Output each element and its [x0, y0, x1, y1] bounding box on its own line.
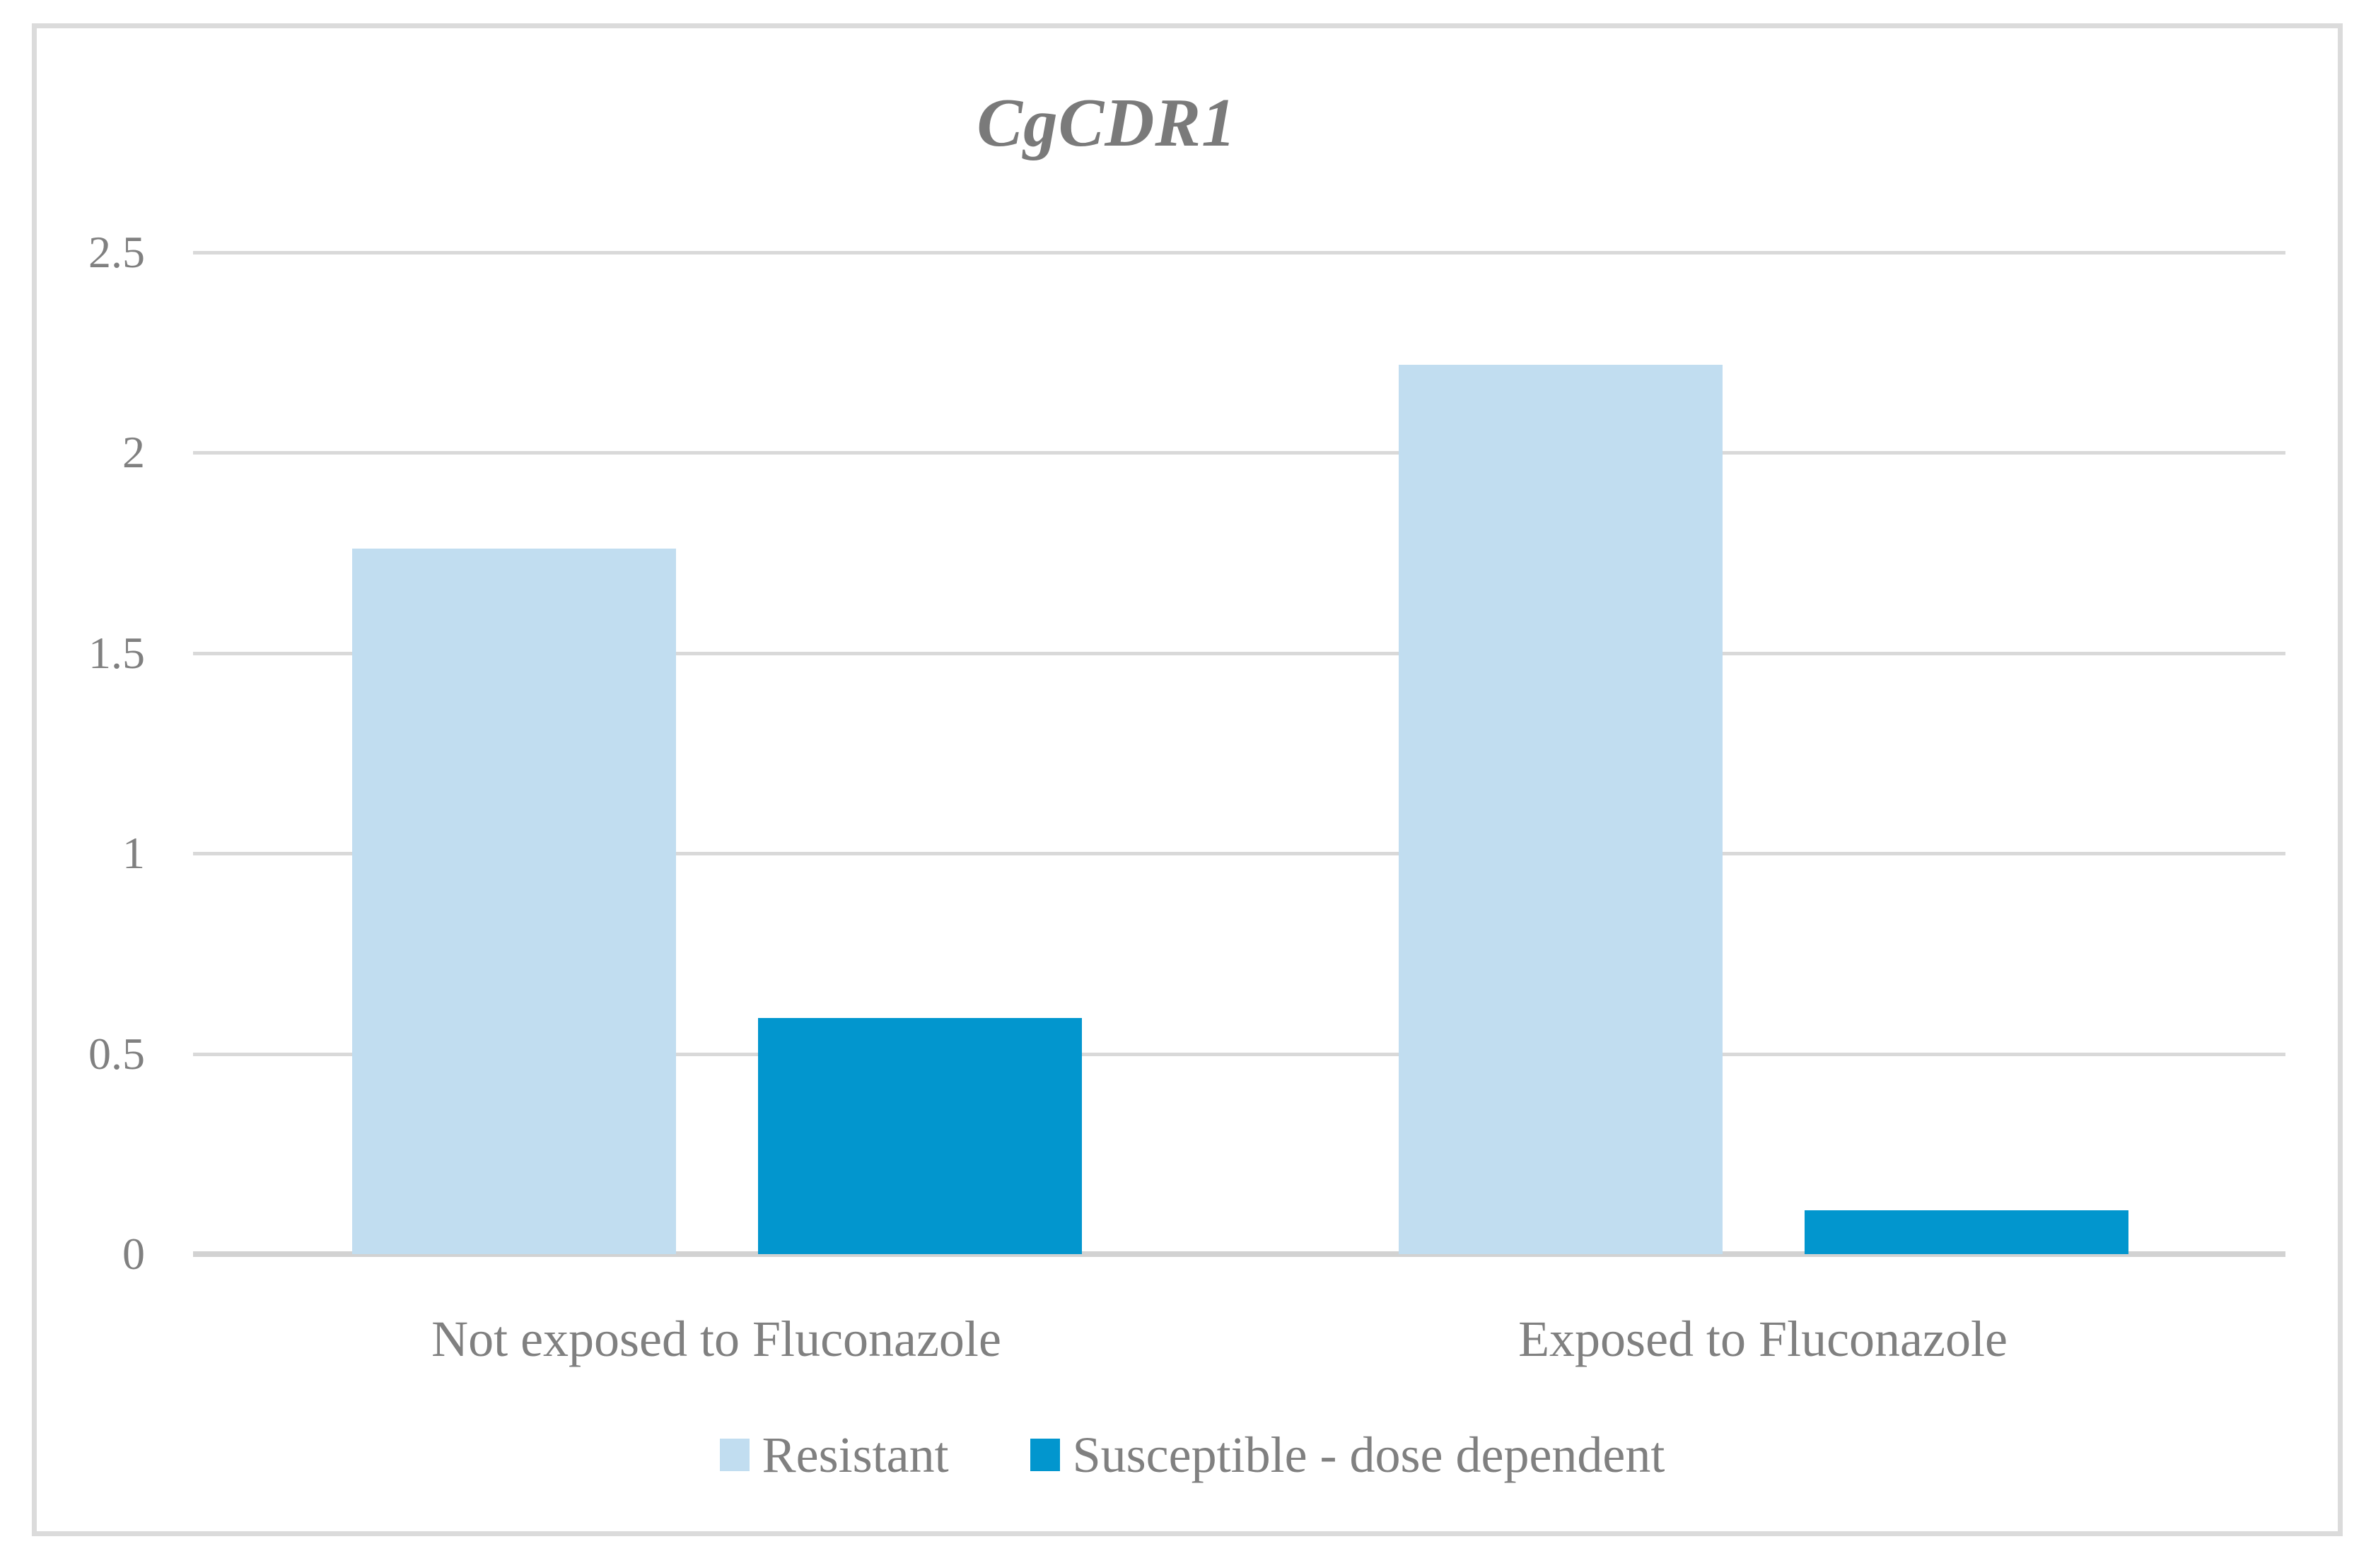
legend-label: Resistant: [762, 1426, 949, 1483]
bar-resistant-group-1: [352, 549, 676, 1254]
legend-swatch-icon: [719, 1439, 750, 1471]
x-axis-line: [193, 1251, 2285, 1257]
gridline: [193, 1053, 2285, 1056]
y-axis-tick-label: 0: [122, 1229, 145, 1279]
gridline: [193, 852, 2285, 855]
y-axis-tick-label: 2.5: [88, 227, 145, 277]
chart-title: CgCDR1: [977, 85, 1237, 160]
bar-susceptible-dose-dependent-group-1: [758, 1018, 1082, 1254]
y-axis-tick-label: 2: [122, 427, 145, 477]
category-label: Not exposed to Fluconazole: [431, 1311, 1001, 1367]
category-label: Exposed to Fluconazole: [1518, 1311, 2008, 1367]
legend-label: Susceptible - dose dependent: [1072, 1426, 1665, 1483]
legend-item: Susceptible - dose dependent: [1030, 1426, 1665, 1485]
gridline: [193, 451, 2285, 455]
y-axis-tick-label: 1: [122, 828, 145, 878]
gridline: [193, 652, 2285, 655]
legend-item: Resistant: [719, 1426, 949, 1485]
legend: Resistant Susceptible - dose dependent: [32, 1420, 2353, 1490]
y-axis-tick-label: 1.5: [88, 628, 145, 678]
bar-resistant-group-2: [1399, 365, 1723, 1254]
legend-swatch-icon: [1030, 1439, 1060, 1471]
bar-susceptible-dose-dependent-group-2: [1805, 1210, 2128, 1254]
y-axis-tick-label: 0.5: [88, 1029, 145, 1079]
gridline: [193, 251, 2285, 254]
